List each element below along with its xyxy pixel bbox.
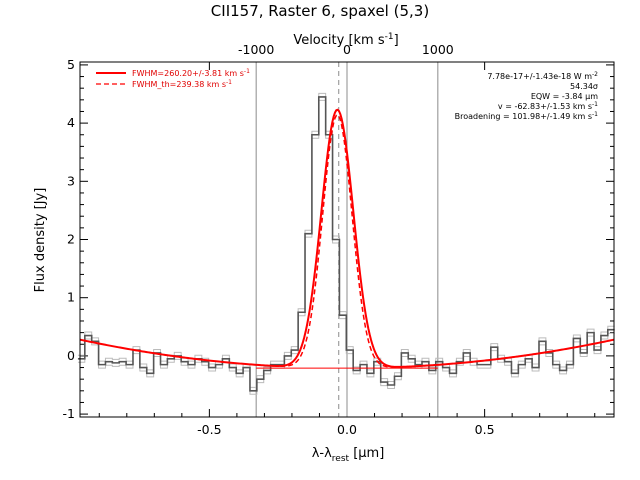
legend-label: FWHM_th=239.38 km s-1 (132, 79, 232, 89)
y-tick-label: 5 (67, 57, 75, 72)
legend-label: FWHM=260.20+/-3.81 km s-1 (132, 68, 250, 78)
y-axis-label: Flux density [Jy] (33, 188, 48, 293)
x-tick-label: -0.5 (197, 422, 221, 437)
top-tick-label: -1000 (238, 42, 274, 57)
stat-line: v = -62.83+/-1.53 km s-1 (498, 101, 598, 111)
chart-title: CII157, Raster 6, spaxel (5,3) (211, 2, 429, 20)
x-tick-label: 0.5 (475, 422, 495, 437)
y-tick-label: 1 (67, 290, 75, 305)
stat-line: 7.78e-17+/-1.43e-18 W m-2 (487, 71, 598, 81)
y-tick-label: 0 (67, 348, 75, 363)
top-axis-label: Velocity [km s-1] (293, 32, 398, 48)
y-tick-label: -1 (63, 406, 75, 421)
x-tick-label: 0.0 (337, 422, 357, 437)
spectrum-histogram (77, 96, 615, 392)
top-tick-label: 1000 (422, 42, 454, 57)
y-tick-label: 3 (67, 173, 75, 188)
legend: FWHM=260.20+/-3.81 km s-1FWHM_th=239.38 … (96, 68, 250, 89)
reference-lines (255, 62, 439, 417)
plot-area (77, 92, 615, 395)
stat-line: Broadening = 101.98+/-1.49 km s-1 (455, 111, 599, 121)
stat-line: EQW = -3.84 μm (531, 92, 598, 101)
plot-frame (79, 61, 615, 418)
y-tick-label: 4 (67, 115, 75, 130)
top-tick-label: 0 (343, 42, 351, 57)
stat-line: 54.34σ (570, 82, 598, 91)
axis-ticks: -0.5 0.0 0.5 -1 0 1 2 3 4 5 -1000 0 1000 (63, 42, 614, 437)
y-tick-label: 2 (67, 232, 75, 247)
fit-line-solid (79, 108, 615, 368)
x-axis-label: λ-λrest [μm] (312, 446, 385, 464)
